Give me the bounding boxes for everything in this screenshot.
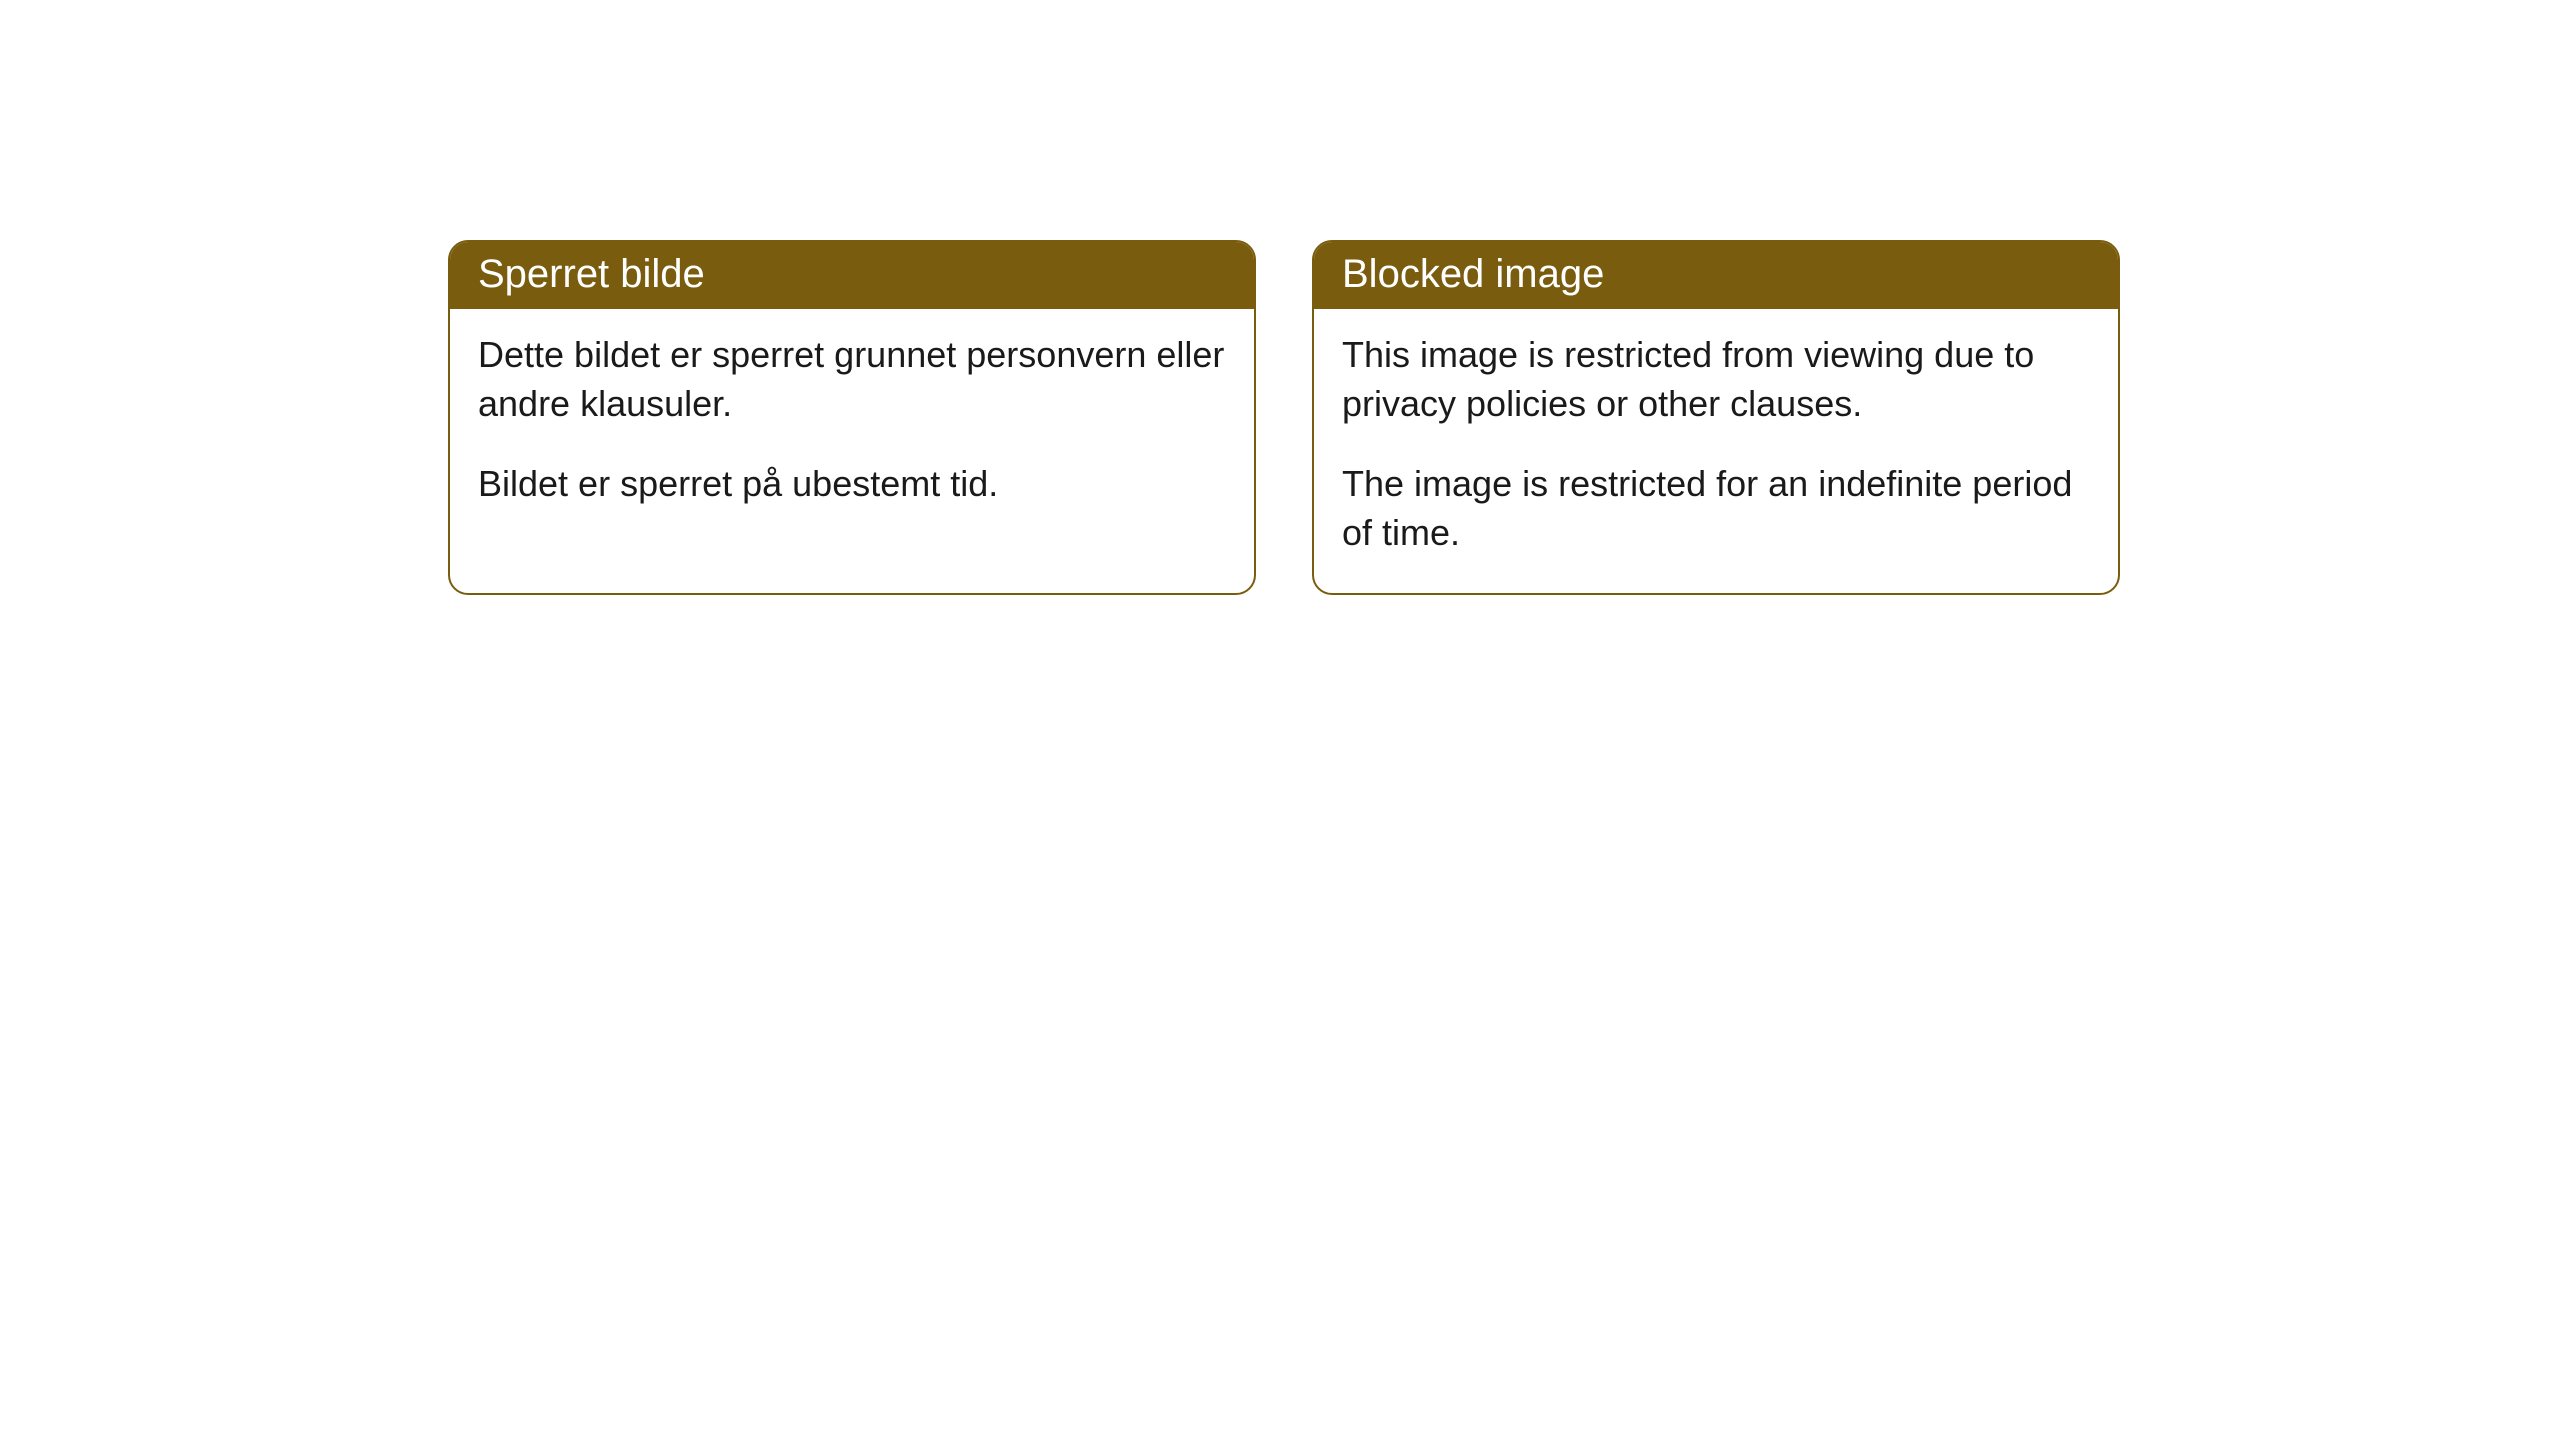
card-title: Sperret bilde [478,252,705,296]
cards-container: Sperret bilde Dette bildet er sperret gr… [0,0,2560,595]
card-paragraph: Bildet er sperret på ubestemt tid. [478,460,1226,509]
blocked-image-card-norwegian: Sperret bilde Dette bildet er sperret gr… [448,240,1256,595]
card-body-english: This image is restricted from viewing du… [1314,309,2118,593]
card-title: Blocked image [1342,252,1604,296]
card-header-english: Blocked image [1314,242,2118,309]
card-body-norwegian: Dette bildet er sperret grunnet personve… [450,309,1254,545]
card-paragraph: This image is restricted from viewing du… [1342,331,2090,428]
card-paragraph: The image is restricted for an indefinit… [1342,460,2090,557]
card-header-norwegian: Sperret bilde [450,242,1254,309]
card-paragraph: Dette bildet er sperret grunnet personve… [478,331,1226,428]
blocked-image-card-english: Blocked image This image is restricted f… [1312,240,2120,595]
